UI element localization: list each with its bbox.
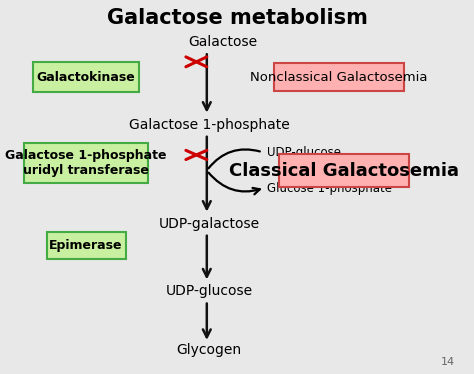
Text: Epimerase: Epimerase [49,239,123,252]
Text: 14: 14 [441,356,456,367]
Text: Galactose: Galactose [189,35,258,49]
Text: Classical Galactosemia: Classical Galactosemia [229,162,459,180]
Text: UDP-glucose: UDP-glucose [165,285,253,298]
Text: Galactose 1-phosphate: Galactose 1-phosphate [129,118,290,132]
Text: UDP-galactose: UDP-galactose [159,217,260,231]
FancyBboxPatch shape [274,63,404,91]
Text: UDP-glucose: UDP-glucose [267,146,341,159]
FancyBboxPatch shape [25,143,147,183]
FancyBboxPatch shape [279,154,409,187]
Text: Galactose metabolism: Galactose metabolism [107,8,367,28]
Text: Galactose 1-phosphate
uridyl transferase: Galactose 1-phosphate uridyl transferase [5,149,167,177]
Text: Glycogen: Glycogen [177,343,242,357]
FancyBboxPatch shape [46,233,126,259]
FancyBboxPatch shape [33,62,139,92]
Text: Glucose 1-phosphate: Glucose 1-phosphate [267,183,392,195]
Text: Galactokinase: Galactokinase [36,71,136,83]
Text: Nonclassical Galactosemia: Nonclassical Galactosemia [250,71,428,83]
